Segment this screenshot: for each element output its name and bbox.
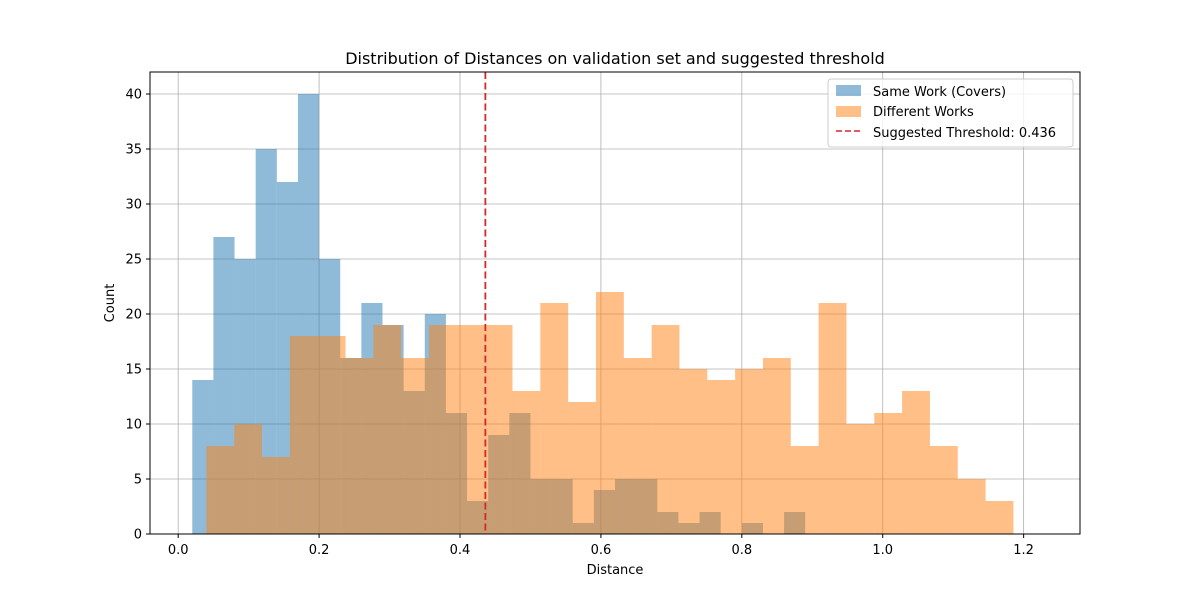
histogram-bar [874, 413, 903, 534]
histogram-bar [512, 391, 541, 534]
histogram-bar [456, 325, 485, 534]
legend-label-threshold: Suggested Threshold: 0.436 [873, 126, 1056, 141]
axes: 0.0 0.2 0.4 0.6 0.8 1.0 1.2 0 5 10 15 20 25 30 35 40 [125, 88, 1034, 559]
y-axis-label: Count [103, 284, 118, 323]
legend-label-same-work: Same Work (Covers) [873, 85, 1006, 100]
y-tick-label: 0 [134, 528, 142, 543]
legend-swatch-different-works [836, 106, 861, 117]
x-tick-label: 0.6 [591, 543, 612, 558]
legend-label-different-works: Different Works [873, 105, 974, 120]
histogram-bar [790, 446, 819, 534]
bars [192, 94, 1014, 534]
legend: Same Work (Covers) Different Works Sugge… [827, 78, 1074, 148]
x-axis-label: Distance [587, 563, 644, 578]
y-tick-label: 15 [125, 363, 142, 378]
histogram-bar [429, 325, 457, 534]
histogram-bar [373, 325, 402, 534]
histogram-bar [262, 457, 290, 534]
histogram-bar [234, 424, 263, 534]
y-tick-label: 40 [125, 88, 142, 103]
histogram-bar [540, 303, 569, 534]
histogram-bar [568, 402, 596, 534]
x-tick-label: 0.0 [168, 543, 189, 558]
histogram-bar [818, 303, 847, 534]
y-tick-label: 25 [125, 253, 142, 268]
histogram-bar [206, 446, 235, 534]
y-tick-label: 35 [125, 143, 142, 158]
histogram-bar [707, 380, 736, 534]
histogram-bar [902, 391, 930, 534]
histogram-bar [846, 424, 875, 534]
histogram-bar [484, 325, 513, 534]
y-tick-label: 20 [125, 308, 142, 323]
series-1-bars [206, 292, 1014, 534]
histogram-bar [651, 325, 680, 534]
legend-swatch-same-work [836, 85, 861, 96]
histogram-bar [929, 446, 958, 534]
histogram-bar [985, 501, 1014, 534]
histogram-bar [345, 358, 374, 534]
histogram-bar [595, 292, 624, 534]
x-tick-label: 1.2 [1013, 543, 1034, 558]
histogram-bar [957, 479, 986, 534]
histogram-bar [762, 358, 791, 534]
plot-frame [149, 71, 1081, 535]
histogram-bar [317, 336, 346, 534]
y-tick-label: 30 [125, 198, 142, 213]
x-tick-label: 1.0 [872, 543, 893, 558]
histogram-bar [735, 369, 763, 534]
chart-title: Distribution of Distances on validation … [345, 49, 885, 68]
histogram-bar [623, 358, 652, 534]
y-tick-label: 5 [134, 473, 142, 488]
y-tick-label: 10 [125, 418, 142, 433]
histogram-bar [401, 358, 429, 534]
histogram-bar [289, 336, 318, 534]
x-tick-label: 0.4 [450, 543, 471, 558]
legend-box [827, 78, 1074, 148]
histogram-bar [679, 369, 708, 534]
x-tick-label: 0.2 [309, 543, 330, 558]
x-tick-label: 0.8 [731, 543, 752, 558]
